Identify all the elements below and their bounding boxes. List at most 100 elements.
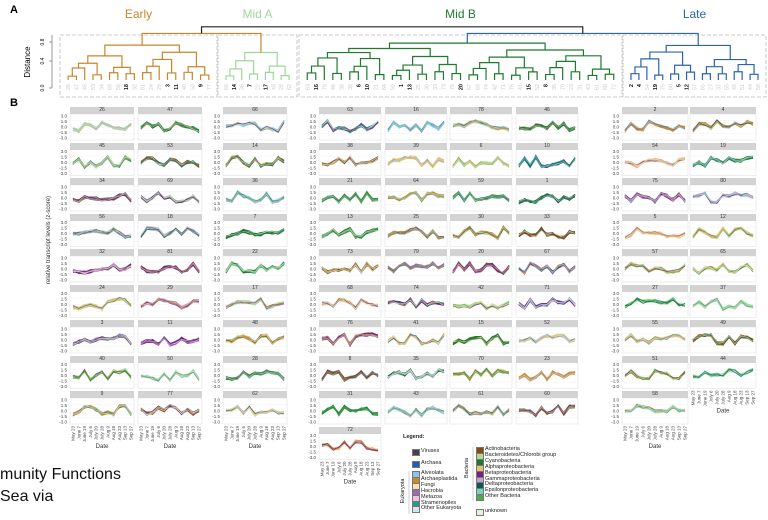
x-tick-label: Sep 27 [197, 426, 202, 441]
x-tick-label: July 6 [641, 426, 646, 438]
leaf-label: 53 [91, 84, 97, 90]
legend-item-label: Fungi [421, 481, 435, 488]
series-line [72, 123, 132, 131]
panel-header: 21 [319, 178, 381, 185]
y-tick-label: 1.5 [613, 297, 620, 302]
series-line [225, 262, 285, 273]
y-tick-label: 1.5 [214, 403, 221, 408]
cluster-title: Mid A [242, 7, 272, 21]
y-tick-label: 0.0 [214, 338, 221, 343]
y-tick-label: 1.5 [613, 226, 620, 231]
leaf-label: 46 [331, 84, 337, 90]
y-tick-label: 0.0 [310, 409, 317, 414]
panel-header: 8 [319, 355, 381, 363]
y-tick-label: 1.5 [61, 403, 68, 408]
series-line [624, 297, 686, 307]
panel-header: 54 [622, 142, 688, 150]
y-tick-label: 0.0 [214, 160, 221, 165]
dendrogram-branch [77, 62, 98, 75]
series-line [624, 158, 686, 166]
x-tick-label: July 28 [100, 426, 105, 441]
series-line [321, 261, 379, 273]
y-tick-label: -3.0 [308, 136, 316, 141]
y-tick-label: 3.0 [214, 149, 221, 154]
series-line [624, 333, 686, 344]
panel-header: 70 [450, 355, 512, 363]
dendrogram-branch [670, 73, 680, 80]
series-line [140, 156, 200, 168]
panel-header: 43 [385, 391, 447, 398]
y-tick-label: 3.0 [613, 398, 620, 403]
leaf-label: 55 [724, 84, 730, 90]
dendrogram-branch [565, 55, 602, 70]
leaf-label: 9 [199, 84, 205, 87]
y-tick-label: -3.0 [308, 349, 316, 354]
y-tick-label: 1.5 [310, 332, 317, 337]
panel-header: 45 [70, 142, 134, 150]
panel-header: 59 [450, 178, 512, 185]
series-line [321, 440, 379, 452]
series-line [140, 336, 200, 346]
panel-a-label: A [10, 4, 18, 16]
series-line [624, 264, 686, 272]
y-tick-label: 1.5 [61, 368, 68, 373]
panel-header: 29 [138, 284, 202, 292]
y-tick-label: -3.0 [308, 384, 316, 389]
series-line [140, 404, 200, 416]
leaf-label: 81 [141, 84, 147, 90]
series-line [452, 301, 510, 309]
series-line [624, 158, 686, 168]
leaf-label: 37 [716, 84, 722, 90]
y-tick-label: 0.0 [310, 267, 317, 272]
leaf-label: 16 [314, 84, 320, 90]
series-line [321, 228, 379, 239]
y-tick-label: 1.5 [214, 119, 221, 124]
x-tick-label: July 6 [156, 426, 161, 438]
dendrogram-branch [640, 58, 660, 76]
y-tick-label: -1.5 [308, 379, 316, 384]
x-tick-label: July 6 [336, 461, 341, 473]
series-line [692, 155, 754, 168]
y-tick-label: 1.5 [613, 332, 620, 337]
panel-header: 31 [319, 391, 381, 398]
series-line [387, 334, 445, 346]
leaf-label: 74 [484, 84, 490, 90]
panel-header: 26 [70, 107, 134, 114]
series-line [387, 369, 445, 380]
panel-header: 9 [70, 391, 134, 398]
leaf-label: 43 [586, 84, 592, 90]
x-tick-label: Aug 18 [179, 426, 184, 441]
series-line [72, 336, 132, 346]
series-line [72, 264, 132, 274]
x-tick-label: July 6 [241, 426, 246, 438]
series-line [225, 370, 285, 381]
leaf-label: 47 [74, 84, 80, 90]
x-tick-label: Aug 9 [659, 426, 664, 438]
y-tick-label: -1.5 [59, 237, 67, 242]
leaf-label: 18 [124, 84, 130, 90]
leaf-label: 71 [501, 84, 507, 90]
y-tick-label: 3.0 [214, 114, 221, 119]
series-line [72, 335, 132, 346]
y-tick-label: 3.0 [613, 149, 620, 154]
series-line [452, 119, 510, 130]
leaf-label: 72 [612, 84, 618, 90]
y-tick-label: 3.0 [61, 149, 68, 154]
series-line [140, 370, 200, 382]
panel-header: 73 [319, 249, 381, 256]
y-tick-label: -3.0 [611, 136, 619, 141]
y-tick-label: 0.0 [61, 409, 68, 414]
dendrogram-branch [717, 73, 727, 80]
y-tick-label: 0.0 [214, 373, 221, 378]
leaf-label: 33 [433, 84, 439, 90]
y-tick-label: -3.0 [59, 207, 67, 212]
y-tick-label: -3.0 [212, 349, 220, 354]
series-line [692, 227, 754, 239]
y-tick-label: 1.5 [61, 119, 68, 124]
x-tick-label: July 28 [653, 426, 658, 441]
x-tick-label: May 23 [224, 426, 229, 441]
y-tick-label: -3.0 [212, 420, 220, 425]
y-tick-label: -1.5 [308, 201, 316, 206]
y-tick-label: 3.0 [613, 185, 620, 190]
series-line [72, 405, 132, 416]
